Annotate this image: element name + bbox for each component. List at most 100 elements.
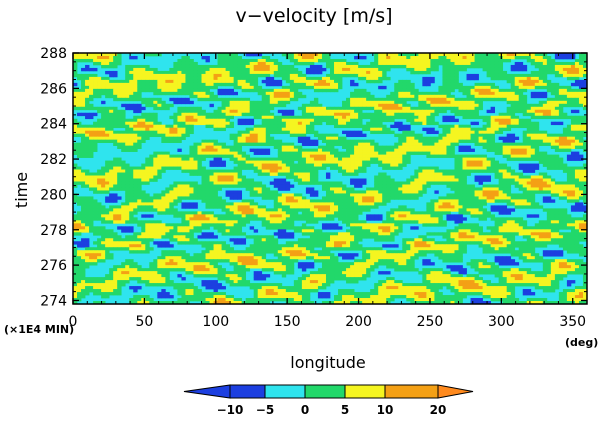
field-cell [446,58,451,63]
field-cell [398,58,403,63]
field-cell [297,157,303,161]
field-cell [173,82,178,87]
field-cell [398,187,403,191]
field-cell [165,124,170,129]
field-cell [534,70,540,75]
field-cell [374,178,379,182]
field-cell [289,169,295,173]
field-cell [406,58,411,63]
field-cell [137,187,142,191]
field-cell [518,151,524,155]
field-cell [534,85,540,90]
field-cell [526,190,532,194]
field-cell [522,205,528,209]
field-cell [281,130,287,135]
field-cell [85,91,90,96]
field-cell [506,166,512,170]
field-cell [97,172,102,176]
field-cell [378,127,383,132]
field-cell [145,124,150,129]
field-cell [201,187,206,191]
field-cell [241,67,247,72]
field-cell [197,190,202,194]
field-cell [213,190,218,194]
field-cell [462,88,467,93]
field-cell [237,142,243,146]
field-cell [157,193,162,197]
field-cell [321,109,327,114]
field-cell [89,142,94,146]
field-cell [73,196,78,200]
field-cell [358,190,363,194]
field-cell [149,166,154,170]
field-cell [77,166,82,170]
field-cell [442,61,447,66]
field-cell [462,205,467,209]
field-cell [73,151,78,155]
field-cell [582,133,588,138]
field-cell [482,127,487,132]
field-cell [378,184,383,188]
field-cell [77,130,82,135]
field-cell [342,130,347,135]
field-cell [458,172,463,176]
field-cell [149,85,154,90]
field-cell [293,193,299,197]
field-cell [281,88,287,93]
field-cell [85,88,90,93]
field-cell [438,145,443,149]
field-cell [249,64,255,69]
field-cell [265,124,271,129]
field-cell [546,139,552,143]
field-cell [161,208,166,212]
field-cell [253,73,259,78]
field-cell [522,67,528,72]
field-cell [109,82,114,87]
field-cell [181,70,186,75]
field-cell [470,133,475,138]
field-cell [293,73,299,78]
field-cell [265,193,271,197]
field-cell [133,121,138,126]
field-cell [514,85,520,90]
field-cell [173,115,178,120]
field-cell [482,130,487,135]
field-cell [526,82,532,87]
field-cell [490,97,495,102]
field-cell [97,82,102,87]
field-cell [109,181,114,185]
field-cell [113,91,118,96]
field-cell [309,61,315,66]
field-cell [285,175,291,179]
field-cell [81,94,86,99]
field-cell [249,139,255,143]
field-cell [89,130,94,135]
field-cell [446,154,451,158]
field-cell [109,64,114,69]
field-cell [93,130,98,135]
field-cell [498,112,504,117]
field-cell [578,172,584,176]
field-cell [149,124,154,129]
field-cell [129,73,134,78]
field-cell [514,148,520,152]
field-cell [458,190,463,194]
field-cell [233,103,238,108]
field-cell [482,166,487,170]
field-cell [510,53,516,57]
field-cell [562,136,568,141]
field-cell [350,160,355,164]
field-cell [430,64,435,69]
field-cell [438,196,443,200]
field-cell [317,85,323,90]
field-cell [562,139,568,143]
field-cell [297,61,303,66]
field-cell [362,157,367,161]
field-cell [546,106,552,111]
field-cell [454,67,459,72]
field-cell [534,136,540,141]
field-cell [394,193,399,197]
field-cell [325,76,331,81]
field-cell [77,154,82,158]
field-cell [277,187,283,191]
